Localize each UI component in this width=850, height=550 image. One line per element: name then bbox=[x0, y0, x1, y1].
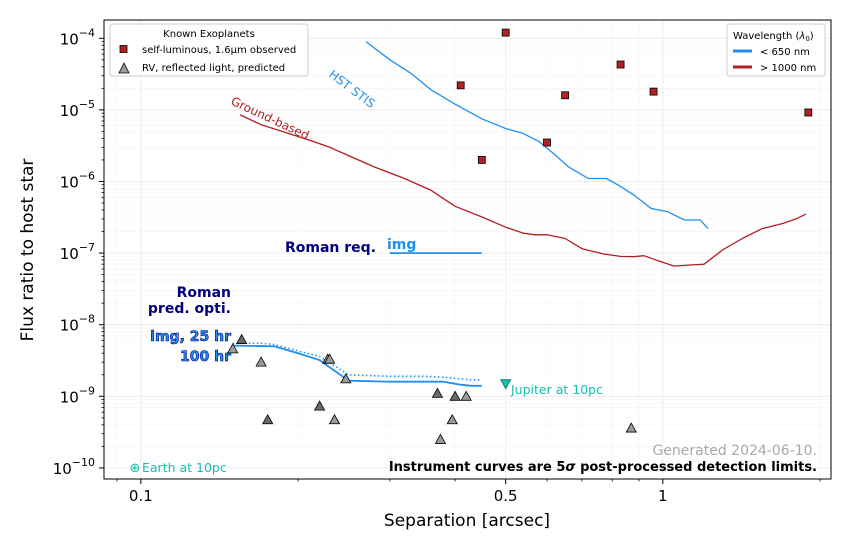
x-tick-label: 0.5 bbox=[494, 487, 518, 505]
legend-known-box bbox=[109, 23, 309, 77]
legend-blue-label: < 650 nm bbox=[760, 47, 810, 58]
legend-wl-title-sym: λ bbox=[798, 31, 805, 42]
plot-area-border bbox=[103, 19, 832, 480]
hst-stis-label: HST STIS bbox=[326, 67, 377, 111]
y-tick-label-exp: −6 bbox=[79, 169, 95, 182]
y-tick-label-base: 10 bbox=[60, 245, 79, 263]
y-tick-label-base: 10 bbox=[60, 102, 79, 120]
y-tick-label-exp: −8 bbox=[79, 313, 95, 326]
legend-square-marker bbox=[119, 45, 128, 53]
rv-point bbox=[227, 343, 239, 354]
rv-point bbox=[328, 413, 341, 425]
roman-pred-line1: Roman bbox=[177, 285, 231, 301]
footnote: Instrument curves are 5σ post-processed … bbox=[389, 460, 817, 475]
rv-point bbox=[255, 356, 267, 367]
roman-req-img-label: img bbox=[387, 237, 416, 253]
curve-hst-stis bbox=[365, 41, 709, 230]
rv-point bbox=[313, 400, 326, 411]
legend-wavelength-box bbox=[726, 23, 826, 77]
self-luminous-point bbox=[456, 81, 465, 90]
y-axis-label: Flux ratio to host star bbox=[18, 159, 38, 342]
legend-known-title: Known Exoplanets bbox=[163, 29, 255, 40]
exoplanet-markers bbox=[227, 28, 813, 444]
legend-rv-label: RV, reflected light, predicted bbox=[142, 63, 285, 74]
rv-point bbox=[625, 422, 637, 433]
y-tick-label--5: 10−5 bbox=[60, 98, 95, 120]
curve-img-25-hr bbox=[232, 342, 482, 381]
legend-wl-title-suffix: ) bbox=[810, 31, 814, 42]
legend-wl-title-prefix: Wavelength ( bbox=[733, 31, 800, 42]
ground-based-label: Ground-based bbox=[229, 94, 312, 142]
plot-frame bbox=[103, 19, 832, 480]
footnote-prefix: Instrument curves are 5 bbox=[389, 460, 566, 475]
x-tick-label: 0.1 bbox=[129, 487, 153, 505]
footnote-suffix: post-processed detection limits. bbox=[576, 460, 817, 475]
legend-red-label: > 1000 nm bbox=[760, 63, 816, 74]
y-tick-label--9: 10−9 bbox=[60, 384, 95, 406]
y-tick-label-base: 10 bbox=[60, 30, 79, 48]
roman-req-label: Roman req. bbox=[285, 240, 376, 256]
rv-point bbox=[262, 413, 274, 425]
self-luminous-point bbox=[649, 87, 658, 96]
100hr-label: 100 hr bbox=[180, 349, 231, 365]
curve-100-hr bbox=[232, 344, 482, 387]
earth-symbol: ⊕ bbox=[130, 461, 141, 476]
grid-lines bbox=[104, 20, 831, 479]
legend-wavelength-title: Wavelength (λ0) bbox=[733, 31, 814, 43]
self-luminous-point bbox=[501, 28, 510, 37]
rv-point bbox=[323, 353, 336, 364]
jupiter-label: Jupiter at 10pc bbox=[510, 382, 603, 397]
footnote-sigma: σ bbox=[565, 460, 576, 475]
jupiter-marker bbox=[500, 379, 512, 390]
y-tick-label--10: 10−10 bbox=[53, 456, 95, 478]
roman-pred-line2: pred. opti. bbox=[148, 301, 231, 317]
y-tick-label-exp: −4 bbox=[79, 26, 95, 39]
rv-point bbox=[460, 390, 472, 401]
self-luminous-point bbox=[477, 156, 486, 164]
legend-wavelength: Wavelength (λ0) < 650 nm > 1000 nm bbox=[726, 23, 826, 77]
y-tick-label-exp: −5 bbox=[79, 98, 95, 111]
y-tick-label-base: 10 bbox=[60, 388, 79, 406]
y-tick-label-exp: −7 bbox=[79, 241, 95, 254]
y-tick-label-base: 10 bbox=[60, 317, 79, 335]
self-luminous-point bbox=[543, 138, 551, 147]
legend-known-exoplanets: Known Exoplanets self-luminous, 1.6μm ob… bbox=[109, 23, 309, 77]
generated-date: Generated 2024-06-10. bbox=[652, 443, 817, 459]
rv-point bbox=[431, 387, 444, 398]
y-tick-label-base: 10 bbox=[53, 460, 72, 478]
curve-ground-based bbox=[239, 114, 807, 267]
rv-point bbox=[235, 333, 248, 344]
y-tick-label-exp: −9 bbox=[79, 384, 95, 397]
y-tick-label-base: 10 bbox=[60, 173, 79, 191]
x-axis-label: Separation [arcsec] bbox=[384, 511, 550, 531]
y-tick-label--7: 10−7 bbox=[60, 241, 95, 263]
rv-point bbox=[446, 413, 458, 425]
earth-label: Earth at 10pc bbox=[142, 460, 227, 475]
y-tick-label--6: 10−6 bbox=[60, 169, 95, 191]
rv-point bbox=[434, 433, 447, 444]
y-tick-label--8: 10−8 bbox=[60, 313, 95, 335]
rv-point bbox=[340, 373, 352, 384]
y-tick-label-exp: −10 bbox=[72, 456, 95, 469]
rv-point bbox=[449, 390, 461, 401]
instrument-curves bbox=[232, 41, 807, 387]
legend-self-luminous-label: self-luminous, 1.6μm observed bbox=[142, 45, 296, 56]
img-25hr-label: img, 25 hr bbox=[150, 329, 231, 345]
x-tick-label: 1 bbox=[658, 487, 668, 505]
legend-wl-title-sub: 0 bbox=[805, 35, 809, 43]
y-tick-label--4: 10−4 bbox=[60, 26, 95, 48]
self-luminous-point bbox=[561, 91, 570, 100]
legend-triangle-marker bbox=[118, 62, 130, 74]
self-luminous-point bbox=[804, 108, 813, 117]
self-luminous-point bbox=[616, 60, 625, 69]
